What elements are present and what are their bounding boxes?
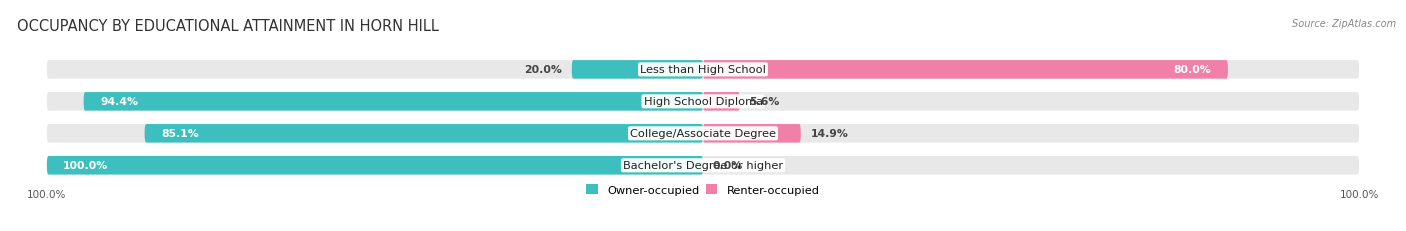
Text: 100.0%: 100.0% (1340, 189, 1379, 199)
FancyBboxPatch shape (46, 156, 1360, 175)
FancyBboxPatch shape (145, 125, 703, 143)
FancyBboxPatch shape (83, 93, 703, 111)
Text: 94.4%: 94.4% (100, 97, 138, 107)
FancyBboxPatch shape (46, 61, 1360, 79)
Text: High School Diploma: High School Diploma (644, 97, 762, 107)
Text: 100.0%: 100.0% (63, 161, 108, 170)
Text: 14.9%: 14.9% (811, 129, 848, 139)
Text: 5.6%: 5.6% (749, 97, 780, 107)
Text: 80.0%: 80.0% (1174, 65, 1212, 75)
FancyBboxPatch shape (703, 61, 1227, 79)
Text: Less than High School: Less than High School (640, 65, 766, 75)
Text: OCCUPANCY BY EDUCATIONAL ATTAINMENT IN HORN HILL: OCCUPANCY BY EDUCATIONAL ATTAINMENT IN H… (17, 18, 439, 33)
FancyBboxPatch shape (46, 93, 1360, 111)
Text: 20.0%: 20.0% (524, 65, 562, 75)
Text: College/Associate Degree: College/Associate Degree (630, 129, 776, 139)
Text: Bachelor's Degree or higher: Bachelor's Degree or higher (623, 161, 783, 170)
FancyBboxPatch shape (46, 156, 703, 175)
Text: 100.0%: 100.0% (27, 189, 66, 199)
Text: 85.1%: 85.1% (162, 129, 198, 139)
FancyBboxPatch shape (703, 93, 740, 111)
FancyBboxPatch shape (572, 61, 703, 79)
Legend: Owner-occupied, Renter-occupied: Owner-occupied, Renter-occupied (586, 185, 820, 195)
Text: Source: ZipAtlas.com: Source: ZipAtlas.com (1292, 18, 1396, 28)
Text: 0.0%: 0.0% (713, 161, 744, 170)
FancyBboxPatch shape (46, 125, 1360, 143)
FancyBboxPatch shape (703, 125, 801, 143)
